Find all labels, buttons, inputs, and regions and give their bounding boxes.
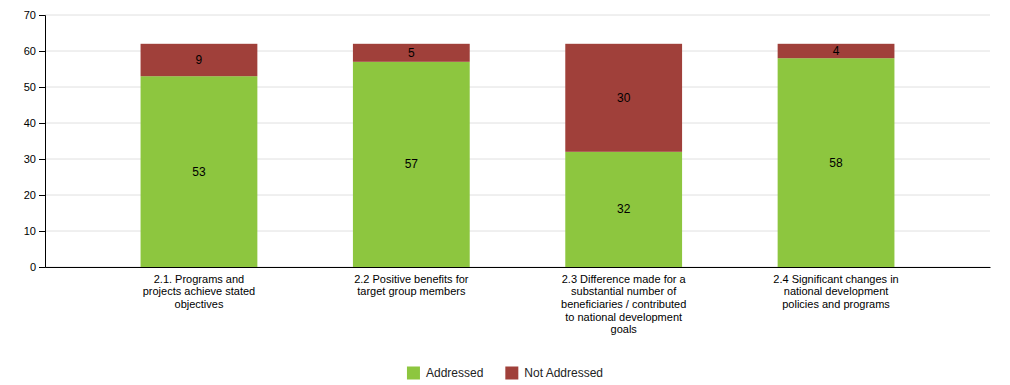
data-label: 5 [408, 46, 415, 60]
tick-label: 40 [24, 117, 36, 129]
legend-swatch [407, 367, 420, 380]
tick-mark [39, 195, 45, 196]
bar [353, 62, 470, 267]
bar [141, 44, 258, 76]
tick-label: 2.1. Programs andprojects achieve stated… [143, 273, 256, 310]
tick: 2.3 Difference made for asubstantial num… [561, 273, 687, 336]
grid-line [45, 15, 990, 16]
data-label: 58 [829, 156, 843, 170]
data-labels: 53 57 32 58 9 5 30 4 [192, 44, 843, 216]
tick-label-line: national development [784, 285, 889, 297]
tick-mark [39, 51, 45, 52]
legend-item: Addressed [407, 366, 483, 380]
tick-label: 30 [24, 153, 36, 165]
tick-label: 10 [24, 225, 36, 237]
data-label: 9 [196, 53, 203, 67]
tick-label-line: goals [611, 323, 638, 335]
tick: 10 [24, 225, 45, 237]
tick-label: 70 [24, 9, 36, 21]
tick-mark [39, 123, 45, 124]
tick: 30 [24, 153, 45, 165]
plot: 53573258953040102030405060702.1. Program… [24, 9, 991, 335]
tick: 60 [24, 45, 45, 57]
bar [565, 44, 682, 152]
chart: 53573258953040102030405060702.1. Program… [0, 0, 1010, 385]
tick: 2.4 Significant changes innational devel… [773, 273, 898, 310]
tick-label: 2.4 Significant changes innational devel… [773, 273, 898, 310]
legend-label: Not Addressed [524, 366, 603, 380]
tick: 40 [24, 117, 45, 129]
tick-mark [39, 15, 45, 16]
tick-label: 0 [30, 261, 36, 273]
tick-label-line: substantial number of [571, 285, 677, 297]
tick-label: 20 [24, 189, 36, 201]
bar [778, 58, 895, 267]
bar [778, 44, 895, 58]
tick: 20 [24, 189, 45, 201]
tick: 50 [24, 81, 45, 93]
data-label: 32 [617, 202, 631, 216]
tick-label-line: projects achieve stated [143, 285, 256, 297]
y-axis: 0 10 20 30 40 50 60 70 [24, 9, 46, 273]
tick-label: 50 [24, 81, 36, 93]
tick-label: 60 [24, 45, 36, 57]
tick: 2.1. Programs andprojects achieve stated… [143, 273, 256, 310]
legend-swatch [505, 367, 518, 380]
data-label: 53 [192, 165, 206, 179]
bar-series [141, 44, 895, 152]
data-label: 4 [833, 44, 840, 58]
tick-mark [39, 87, 45, 88]
tick-label-line: target group members [357, 285, 466, 297]
bar [141, 76, 258, 267]
bars [141, 44, 895, 267]
tick-label-line: 2.2 Positive benefits for [354, 273, 469, 285]
tick: 2.2 Positive benefits fortarget group me… [354, 273, 469, 298]
legend: Addressed Not Addressed [407, 366, 603, 380]
tick-mark [39, 159, 45, 160]
data-label: 30 [617, 91, 631, 105]
tick-label-line: beneficiaries / contributed [561, 298, 686, 310]
legend-label: Addressed [426, 366, 483, 380]
tick-label-line: to national development [565, 311, 682, 323]
data-label: 57 [405, 157, 419, 171]
tick: 70 [24, 9, 45, 21]
tick-label-line: 2.4 Significant changes in [773, 273, 898, 285]
tick-mark [39, 267, 45, 268]
grid [45, 15, 990, 267]
axis-line [46, 267, 991, 268]
tick-label-line: policies and programs [782, 298, 890, 310]
tick-label-line: 2.3 Difference made for a [562, 273, 687, 285]
bar [353, 44, 470, 62]
tick-label: 2.2 Positive benefits fortarget group me… [354, 273, 469, 298]
bar [565, 152, 682, 267]
tick-mark [39, 231, 45, 232]
tick-label: 2.3 Difference made for asubstantial num… [561, 273, 687, 336]
bar-series [141, 58, 895, 267]
x-axis: 2.1. Programs andprojects achieve stated… [46, 268, 991, 336]
legend-item: Not Addressed [505, 366, 603, 380]
tick-label-line: objectives [174, 298, 223, 310]
tick-label-line: 2.1. Programs and [154, 273, 245, 285]
tick: 0 [30, 261, 45, 273]
axis-line [39, 16, 46, 268]
